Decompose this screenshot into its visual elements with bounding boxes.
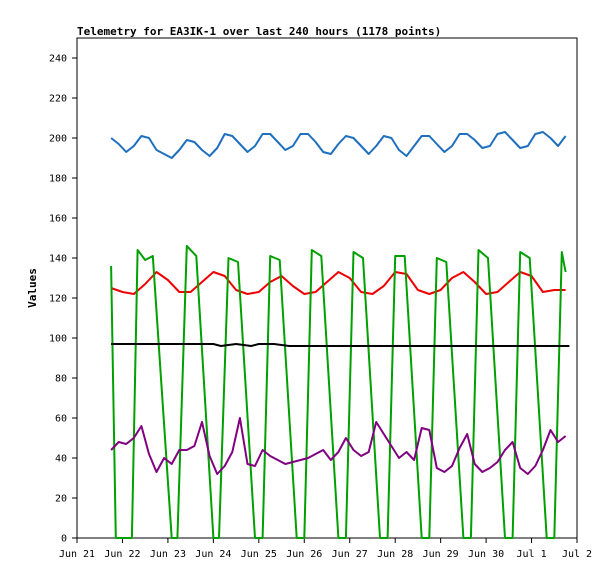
x-tick-label: Jun 25 xyxy=(241,549,277,560)
series-line-5 xyxy=(110,417,567,475)
x-tick-label: Jun 30 xyxy=(468,549,504,560)
y-tick-label: 80 xyxy=(55,374,67,385)
y-tick-label: 120 xyxy=(49,294,67,305)
y-axis-label: Values xyxy=(26,268,39,308)
x-tick-label: Jun 23 xyxy=(150,549,186,560)
y-tick-label: 160 xyxy=(49,214,67,225)
x-tick-label: Jun 24 xyxy=(195,549,231,560)
series-line-4 xyxy=(111,343,570,347)
series-line-3 xyxy=(110,245,567,539)
x-tick-label: Jul 1 xyxy=(516,549,546,560)
y-tick-label: 240 xyxy=(49,54,67,65)
y-tick-label: 140 xyxy=(49,254,67,265)
y-tick-label: 20 xyxy=(55,494,67,505)
x-tick-label: Jun 29 xyxy=(423,549,459,560)
x-tick-label: Jun 21 xyxy=(59,549,95,560)
y-axis: 0 20 40 60 80 100 120 140 160 180 200 220 240 xyxy=(49,54,77,545)
x-tick-label: Jun 27 xyxy=(332,549,368,560)
series-line-1 xyxy=(110,131,567,159)
y-tick-label: 0 xyxy=(61,534,67,545)
x-tick-label: Jun 28 xyxy=(377,549,413,560)
plot-frame xyxy=(76,37,578,539)
y-tick-label: 220 xyxy=(49,94,67,105)
series-line-2 xyxy=(110,271,566,295)
x-axis: Jun 21 Jun 22 Jun 23 Jun 24 Jun 25 Jun 26 Jun … xyxy=(59,538,592,560)
y-tick-label: 100 xyxy=(49,334,67,345)
x-tick-label: Jun 26 xyxy=(286,549,322,560)
series-layer xyxy=(110,131,570,539)
y-tick-label: 200 xyxy=(49,134,67,145)
y-tick-label: 40 xyxy=(55,454,67,465)
y-tick-label: 180 xyxy=(49,174,67,185)
x-tick-label: Jun 22 xyxy=(104,549,140,560)
x-tick-label: Jul 2 xyxy=(562,549,592,560)
y-tick-label: 60 xyxy=(55,414,67,425)
chart-title: Telemetry for EA3IK-1 over last 240 hour… xyxy=(77,25,441,38)
